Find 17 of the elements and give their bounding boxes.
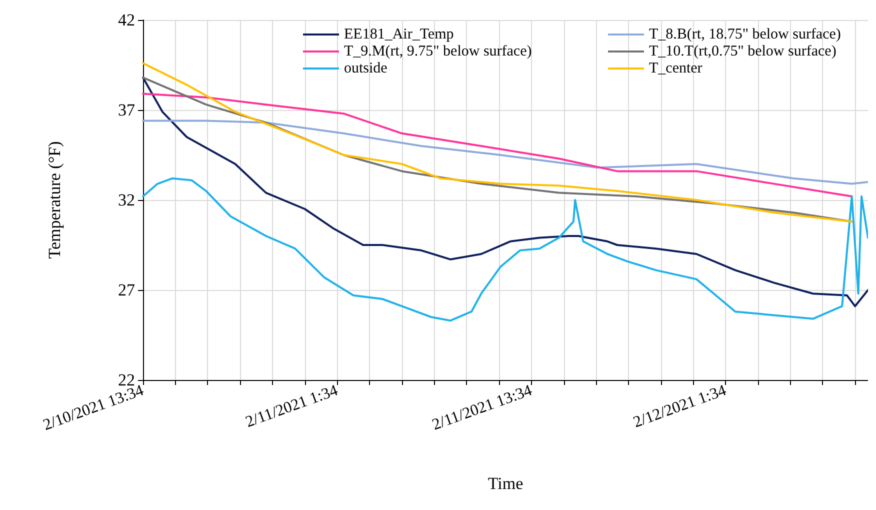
y-tick-label: 32 bbox=[118, 190, 135, 210]
legend-label: T_center bbox=[649, 60, 702, 76]
y-tick-label: 37 bbox=[118, 100, 136, 120]
legend-label: EE181_Air_Temp bbox=[344, 26, 454, 42]
y-tick-label: 22 bbox=[118, 370, 135, 390]
line-series bbox=[142, 92, 853, 198]
y-tick-label: 42 bbox=[118, 10, 135, 30]
legend-label: T_10.T(rt,0.75" below surface) bbox=[649, 44, 836, 60]
y-axis-title: Temperature (°F) bbox=[45, 141, 64, 259]
line-series bbox=[142, 76, 868, 308]
legend-label: T_8.B(rt, 18.75" below surface) bbox=[649, 26, 841, 42]
line-series bbox=[142, 120, 868, 185]
legend-label: T_9.M(rt, 9.75" below surface) bbox=[344, 44, 532, 60]
line-series bbox=[142, 177, 868, 322]
x-axis-title: Time bbox=[488, 474, 524, 493]
y-tick-label: 27 bbox=[118, 280, 136, 300]
legend-label: outside bbox=[344, 60, 388, 76]
